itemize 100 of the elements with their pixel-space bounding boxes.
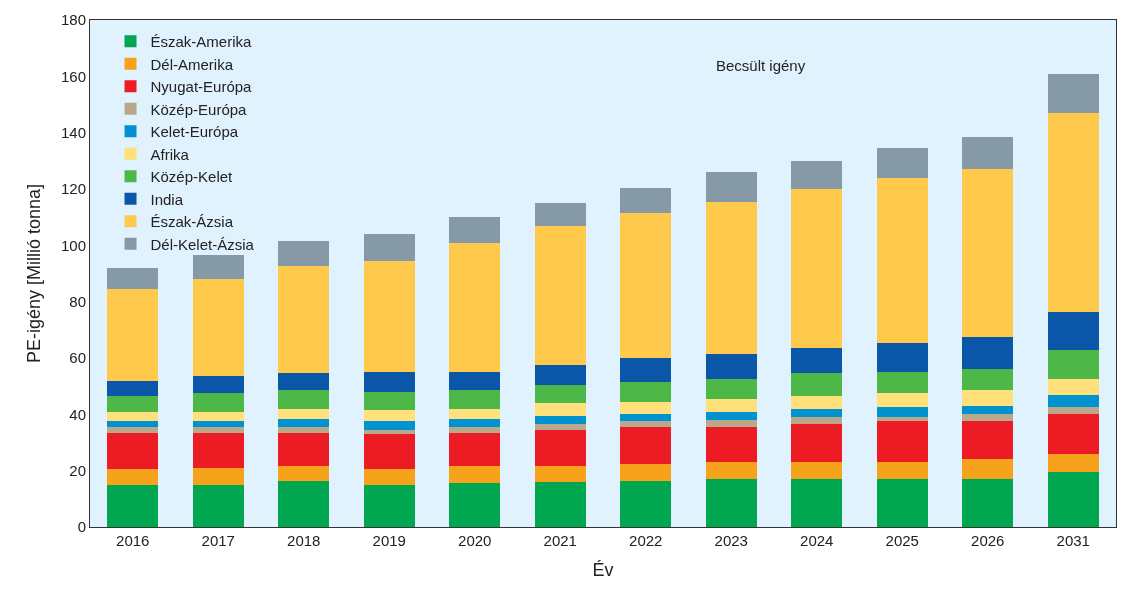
bar bbox=[192, 255, 244, 280]
bar bbox=[192, 432, 244, 468]
bar bbox=[962, 459, 1014, 480]
bar bbox=[449, 408, 501, 419]
y-tick-label: 20 bbox=[69, 461, 86, 479]
bar bbox=[449, 427, 501, 433]
legend-label: Dél-Kelet-Ázsia bbox=[150, 235, 255, 253]
bar bbox=[449, 390, 501, 409]
bar bbox=[449, 466, 501, 484]
bar bbox=[962, 414, 1014, 422]
x-tick-label: 2019 bbox=[372, 532, 406, 549]
bar bbox=[876, 462, 928, 480]
bar bbox=[278, 390, 330, 409]
bar bbox=[107, 432, 159, 470]
y-tick-label: 180 bbox=[60, 11, 86, 29]
bar bbox=[107, 411, 159, 422]
y-tick-label: 120 bbox=[60, 180, 86, 198]
bar bbox=[192, 427, 244, 433]
bar bbox=[876, 148, 928, 178]
bar bbox=[192, 393, 244, 412]
bar bbox=[192, 484, 244, 527]
bar bbox=[363, 429, 415, 435]
bar bbox=[962, 390, 1014, 406]
bar bbox=[620, 414, 672, 422]
bar bbox=[705, 419, 757, 428]
bar bbox=[1047, 472, 1099, 527]
y-tick-label: 60 bbox=[69, 349, 86, 367]
bar bbox=[620, 381, 672, 402]
bar bbox=[534, 225, 586, 366]
bar bbox=[449, 372, 501, 391]
y-tick-label: 0 bbox=[77, 518, 86, 536]
legend-label: Észak-Amerika bbox=[150, 33, 253, 51]
bar bbox=[278, 241, 330, 267]
bar bbox=[192, 411, 244, 422]
bar bbox=[192, 376, 244, 394]
bar bbox=[363, 260, 415, 373]
bar bbox=[791, 462, 843, 480]
bar bbox=[620, 463, 672, 481]
bar bbox=[1047, 311, 1099, 350]
legend-label: Kelet-Európa bbox=[150, 123, 239, 141]
bar bbox=[107, 484, 159, 527]
bar bbox=[278, 466, 330, 481]
legend-label: Észak-Ázsia bbox=[150, 213, 234, 231]
bar bbox=[278, 427, 330, 433]
bar bbox=[1047, 349, 1099, 380]
bar bbox=[534, 365, 586, 385]
bar bbox=[449, 432, 501, 467]
bar bbox=[791, 408, 843, 418]
bar bbox=[791, 189, 843, 349]
bar bbox=[192, 467, 244, 485]
bar bbox=[278, 373, 330, 391]
bar bbox=[363, 469, 415, 485]
legend-label: Afrika bbox=[150, 145, 190, 163]
bar bbox=[449, 242, 501, 373]
bar bbox=[449, 483, 501, 527]
y-tick-label: 40 bbox=[69, 405, 86, 423]
bar bbox=[620, 401, 672, 415]
bar bbox=[705, 462, 757, 480]
bar bbox=[107, 267, 159, 289]
bar bbox=[791, 160, 843, 189]
bar bbox=[705, 479, 757, 527]
bar bbox=[534, 429, 586, 467]
bar bbox=[278, 266, 330, 374]
bar bbox=[962, 369, 1014, 391]
bar bbox=[534, 384, 586, 404]
bar bbox=[278, 480, 330, 527]
bar bbox=[1047, 414, 1099, 454]
bar bbox=[791, 424, 843, 463]
bar bbox=[534, 424, 586, 430]
bar bbox=[876, 177, 928, 343]
x-tick-label: 2024 bbox=[800, 532, 834, 549]
bar bbox=[534, 403, 586, 416]
x-tick-label: 2020 bbox=[458, 532, 492, 549]
bar bbox=[876, 421, 928, 463]
x-axis-title: Év bbox=[592, 560, 614, 581]
bar bbox=[363, 484, 415, 527]
bar bbox=[791, 348, 843, 374]
x-tick-label: 2018 bbox=[287, 532, 321, 549]
bar bbox=[962, 405, 1014, 415]
bar bbox=[962, 336, 1014, 370]
bar bbox=[107, 288, 159, 381]
bar bbox=[876, 342, 928, 373]
bar bbox=[705, 398, 757, 412]
x-tick-label: 2016 bbox=[116, 532, 150, 549]
bar bbox=[876, 393, 928, 408]
bar bbox=[705, 379, 757, 399]
bar bbox=[620, 427, 672, 464]
bar bbox=[278, 418, 330, 428]
bar bbox=[107, 380, 159, 397]
y-tick-label: 80 bbox=[69, 292, 86, 310]
bar bbox=[192, 421, 244, 428]
bar bbox=[791, 373, 843, 397]
y-tick-label: 160 bbox=[60, 67, 86, 85]
x-tick-label: 2022 bbox=[629, 532, 663, 549]
bar bbox=[534, 466, 586, 482]
bar bbox=[449, 418, 501, 428]
bar bbox=[1047, 407, 1099, 415]
bar bbox=[705, 201, 757, 354]
bar bbox=[278, 432, 330, 467]
bar bbox=[1047, 112, 1099, 312]
